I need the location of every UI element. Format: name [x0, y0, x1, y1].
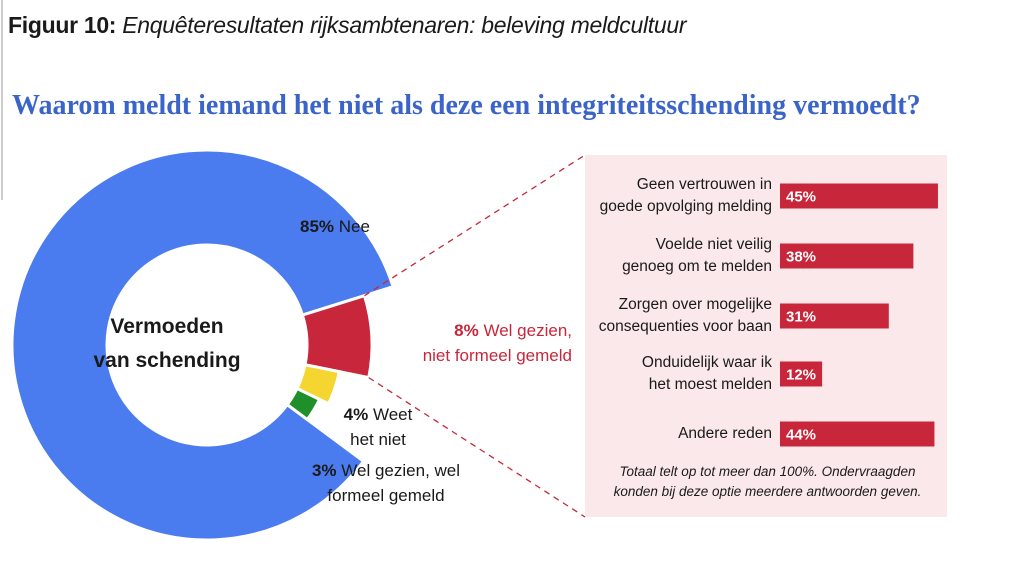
figure-label: Figuur 10: — [8, 12, 117, 38]
donut-slice — [285, 386, 322, 422]
bar-category: Zorgen over mogelijke consequenties voor… — [598, 296, 772, 335]
connector — [368, 377, 586, 518]
slice-value-label: 85% — [300, 217, 335, 236]
donut-slice — [10, 148, 395, 542]
center-label: Vermoeden van schending — [93, 315, 241, 372]
bar-value-label: 31% — [786, 309, 816, 326]
slice-category: Wel gezien, niet formeel gemeld — [422, 321, 572, 365]
bar-category: Andere reden — [678, 425, 772, 442]
bar — [780, 421, 935, 447]
slice-value-label: 8% — [454, 321, 479, 340]
bar — [780, 183, 938, 209]
bar-note: Totaal telt op tot meer dan 100%. Onderv… — [613, 464, 922, 499]
bar — [780, 303, 889, 329]
slice-category: Nee — [338, 217, 370, 236]
bar-category: Geen vertrouwen in goede opvolging meldi… — [599, 176, 772, 215]
slice-value-label: 3% — [311, 461, 337, 480]
slice-label: 85% Nee — [300, 214, 500, 239]
bar-value-label: 12% — [786, 367, 816, 384]
bar — [780, 243, 914, 269]
bar-value-label: 44% — [786, 427, 816, 444]
slice-label: 3% Wel gezien, wel formeel gemeld — [296, 458, 476, 508]
chart-title: Waarom meldt iemand het niet als deze ee… — [12, 90, 921, 121]
bar — [780, 361, 823, 387]
slice-category: Wel gezien, wel formeel gemeld — [327, 461, 461, 505]
slice-label: 8% Wel gezien, niet formeel gemeld — [360, 318, 572, 368]
bar-value-label: 38% — [786, 249, 816, 266]
bar-value-label: 45% — [786, 189, 816, 206]
slice-category: Weet het niet — [350, 405, 413, 449]
slice-label: 4% Weet het niet — [318, 402, 438, 452]
bar-category: Onduidelijk waar ik het moest melden — [641, 354, 772, 393]
figure-title: Enquêteresultaten rijksambtenaren: belev… — [122, 12, 687, 38]
bar-category: Voelde niet veilig genoeg om te melden — [622, 236, 772, 275]
slice-value-label: 4% — [343, 405, 369, 424]
figure-heading: Figuur 10: Enquêteresultaten rijksambten… — [8, 12, 687, 39]
bar-panel — [585, 155, 947, 517]
